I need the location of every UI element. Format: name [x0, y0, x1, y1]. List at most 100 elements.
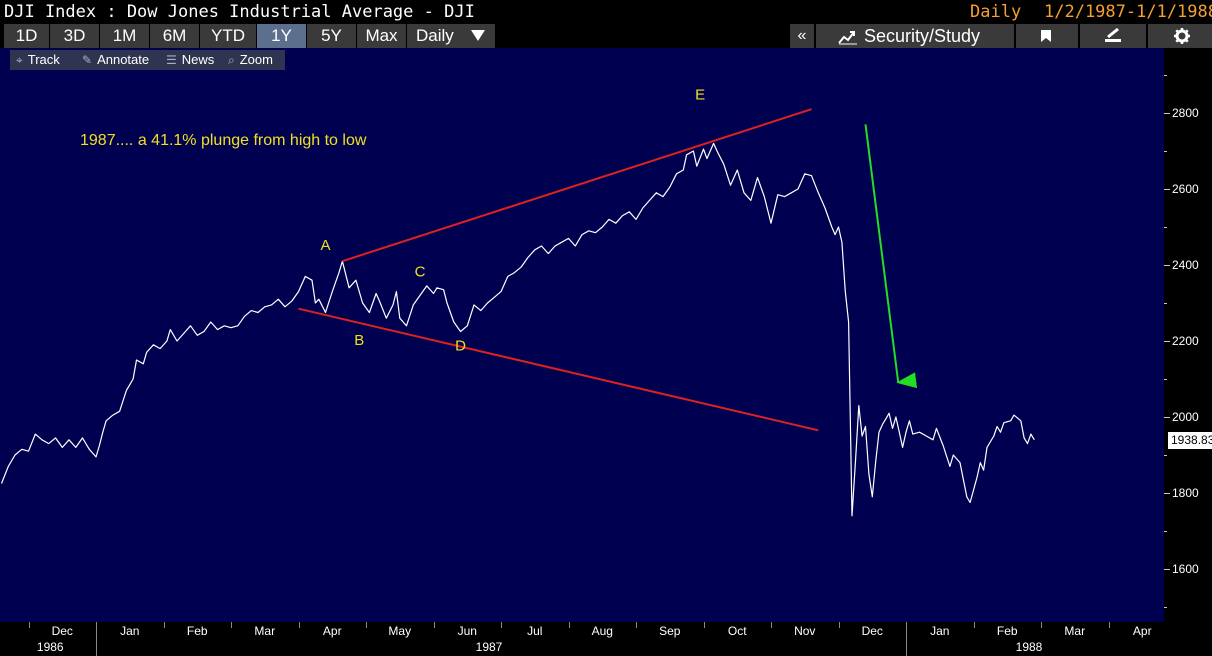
period-button-ytd[interactable]: YTD — [200, 24, 257, 48]
x-tick — [231, 622, 232, 628]
x-month-label: Dec — [861, 624, 883, 638]
x-year-label: 1986 — [36, 640, 64, 654]
news-tool-label: News — [181, 52, 215, 67]
x-tick — [501, 622, 502, 628]
crosshair-icon: ⌖ — [16, 53, 23, 67]
x-year-divider — [96, 622, 97, 656]
news-icon: ☰ — [166, 53, 177, 67]
x-tick — [771, 622, 772, 628]
last-value-tag: 1938.83 — [1168, 432, 1212, 449]
y-tick — [1164, 113, 1170, 114]
y-tick — [1164, 265, 1170, 266]
wave-label-d: D — [455, 338, 466, 355]
x-axis: Dec Jan Feb Mar Apr May Jun Jul Aug Sep Oct Nov Dec J… — [0, 622, 1212, 656]
y-tick-label: 2400 — [1172, 258, 1199, 272]
x-month-label: Mar — [1064, 624, 1086, 638]
period-button-3d[interactable]: 3D — [50, 24, 100, 48]
period-button-1y[interactable]: 1Y — [257, 24, 307, 48]
chart-mini-toolbar: ⌖ Track ✎ Annotate ☰ News ⌕ Zoom — [10, 50, 285, 70]
crash-arrow — [864, 124, 918, 389]
period-toolbar: 1D 3D 1M 6M YTD 1Y 5Y Max Daily « Securi… — [0, 24, 1212, 48]
chart-annotation: 1987.... a 41.1% plunge from high to low — [80, 132, 367, 149]
y-minor-tick — [1164, 607, 1167, 608]
news-tool[interactable]: ☰ News — [166, 50, 214, 70]
edit-chart-button[interactable] — [1080, 24, 1146, 48]
edit-chart-icon — [1105, 28, 1121, 42]
gear-icon — [1174, 28, 1190, 44]
track-tool[interactable]: ⌖ Track — [16, 50, 60, 70]
x-year-label: 1988 — [1015, 640, 1043, 654]
zoom-tool[interactable]: ⌕ Zoom — [228, 50, 273, 70]
security-title: DJI Index : Dow Jones Industrial Average… — [4, 2, 475, 22]
x-tick — [568, 622, 570, 628]
wave-label-e: E — [695, 87, 705, 104]
y-tick — [1164, 569, 1170, 570]
x-tick — [1041, 622, 1042, 628]
y-tick-label: 1800 — [1172, 486, 1199, 500]
x-tick — [636, 622, 637, 628]
bookmark-button[interactable] — [1016, 24, 1078, 48]
x-month-label: Oct — [727, 624, 747, 638]
period-button-max[interactable]: Max — [357, 24, 407, 48]
upper-trendline — [342, 108, 812, 263]
y-axis — [1164, 48, 1212, 622]
wave-label-a: A — [320, 237, 330, 254]
lower-trendline — [298, 307, 819, 432]
y-minor-tick — [1164, 227, 1167, 228]
period-button-6m[interactable]: 6M — [150, 24, 200, 48]
security-study-label: Security/Study — [864, 26, 981, 46]
x-month-label: May — [388, 624, 412, 638]
x-month-label: Nov — [794, 624, 816, 638]
chart-plot-area[interactable]: A B C D E 1987.... a 41.1% plunge from high t… — [0, 48, 1164, 622]
x-tick — [366, 622, 367, 628]
y-minor-tick — [1164, 379, 1167, 380]
settings-button[interactable] — [1148, 24, 1212, 48]
annotate-tool-label: Annotate — [97, 52, 150, 67]
period-button-5y[interactable]: 5Y — [307, 24, 357, 48]
y-minor-tick — [1164, 303, 1167, 304]
period-button-1d[interactable]: 1D — [4, 24, 50, 48]
title-bar: DJI Index : Dow Jones Industrial Average… — [0, 0, 1212, 24]
y-tick — [1164, 417, 1170, 418]
y-minor-tick — [1164, 531, 1167, 532]
x-month-label: Sep — [659, 624, 681, 638]
y-tick-label: 2200 — [1172, 334, 1199, 348]
x-month-label: Jul — [527, 624, 543, 638]
y-minor-tick — [1164, 455, 1167, 456]
y-tick-label: 2000 — [1172, 410, 1199, 424]
security-study-button[interactable]: Security/Study — [816, 24, 1014, 48]
x-tick — [433, 622, 435, 628]
x-tick — [838, 622, 840, 628]
x-month-label: Jan — [930, 624, 950, 638]
date-range-label: 1/2/1987-1/1/1988 — [1044, 2, 1212, 22]
dropdown-triangle-icon — [471, 30, 485, 41]
x-month-label: Apr — [322, 624, 342, 638]
price-series-line — [0, 142, 1035, 517]
x-tick — [703, 622, 705, 628]
x-month-label: Mar — [254, 624, 276, 638]
x-tick — [28, 622, 30, 628]
x-year-divider — [906, 622, 907, 656]
x-tick — [1108, 622, 1110, 628]
x-tick — [163, 622, 165, 628]
x-year-label: 1987 — [475, 640, 503, 654]
zoom-tool-label: Zoom — [239, 52, 273, 67]
wave-label-b: B — [354, 332, 364, 349]
frequency-label: Daily — [970, 2, 1022, 22]
y-tick-label: 2800 — [1172, 106, 1199, 120]
x-month-label: Dec — [51, 624, 73, 638]
x-month-label: Aug — [591, 624, 613, 638]
chart-svg: A B C D E 1987.... a 41.1% plunge from high t… — [0, 87, 1035, 517]
annotate-tool[interactable]: ✎ Annotate — [82, 50, 149, 70]
x-tick — [298, 622, 300, 628]
x-month-label: Feb — [186, 624, 208, 638]
frequency-dropdown-label: Daily — [416, 26, 454, 45]
period-button-1m[interactable]: 1M — [100, 24, 150, 48]
collapse-button[interactable]: « — [790, 24, 814, 48]
magnifier-icon: ⌕ — [228, 53, 235, 67]
y-minor-tick — [1164, 75, 1167, 76]
frequency-dropdown[interactable]: Daily — [407, 24, 496, 48]
bookmark-icon — [1041, 30, 1051, 42]
x-month-label: Apr — [1132, 624, 1152, 638]
chart-study-icon — [838, 31, 857, 45]
